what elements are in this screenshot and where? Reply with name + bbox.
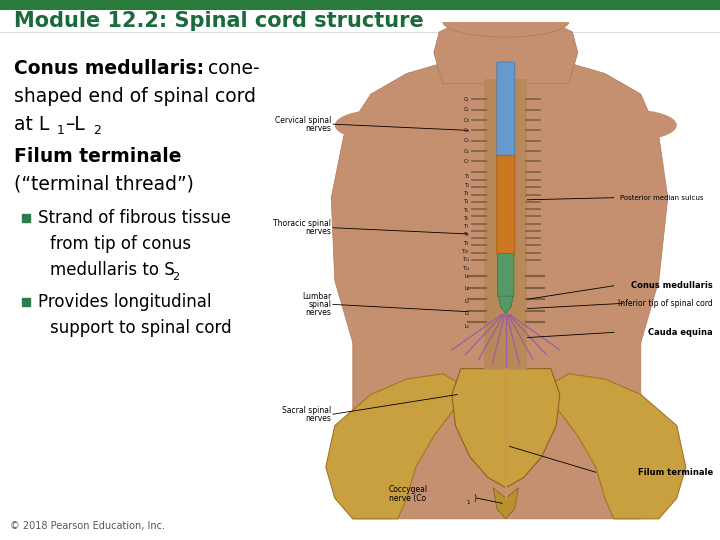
Polygon shape	[331, 58, 668, 519]
Text: Conus medullaris:: Conus medullaris:	[14, 58, 204, 78]
Text: cone-: cone-	[202, 58, 260, 78]
FancyBboxPatch shape	[498, 254, 514, 297]
Text: T₁₂: T₁₂	[462, 266, 469, 271]
Text: Cervical spinal: Cervical spinal	[275, 116, 331, 125]
Text: shaped end of spinal cord: shaped end of spinal cord	[14, 86, 256, 105]
Text: L₁: L₁	[465, 274, 469, 279]
Text: Sacral spinal: Sacral spinal	[282, 406, 331, 415]
Text: support to spinal cord: support to spinal cord	[50, 319, 232, 337]
Text: C₁: C₁	[464, 97, 469, 102]
Bar	[0, 0, 720, 30]
Polygon shape	[433, 19, 577, 84]
Text: C₅: C₅	[464, 138, 469, 143]
Text: T₆: T₆	[464, 216, 469, 221]
Text: L₅: L₅	[465, 323, 469, 329]
Bar	[484, 79, 527, 369]
Text: C₃: C₃	[464, 118, 469, 123]
Text: nerves: nerves	[305, 227, 331, 237]
Text: Module 12.2: Spinal cord structure: Module 12.2: Spinal cord structure	[14, 11, 424, 31]
Text: Cauda equina: Cauda equina	[648, 328, 713, 337]
Text: C₂: C₂	[464, 107, 469, 112]
Text: T₅: T₅	[464, 208, 469, 213]
Text: Thoracic spinal: Thoracic spinal	[273, 219, 331, 228]
Text: Inferior tip of spinal cord: Inferior tip of spinal cord	[618, 299, 713, 308]
Text: nerves: nerves	[305, 308, 331, 317]
Text: L₄: L₄	[465, 311, 469, 316]
Text: T₁₁: T₁₁	[462, 258, 469, 262]
Text: T₇: T₇	[464, 224, 469, 229]
Polygon shape	[551, 374, 685, 519]
Text: 2: 2	[172, 272, 179, 282]
Ellipse shape	[443, 6, 569, 37]
Polygon shape	[452, 369, 560, 488]
Text: 1: 1	[57, 125, 65, 138]
Text: medullaris to S: medullaris to S	[50, 261, 175, 279]
Text: Posterior median sulcus: Posterior median sulcus	[621, 195, 703, 201]
Text: C₇: C₇	[464, 159, 469, 164]
Text: Coccygeal: Coccygeal	[389, 485, 428, 494]
Text: T₁: T₁	[464, 174, 469, 179]
Text: T₁₀: T₁₀	[462, 249, 469, 254]
FancyBboxPatch shape	[497, 155, 515, 256]
Text: Filum terminale: Filum terminale	[637, 468, 713, 477]
Text: Lumbar: Lumbar	[302, 292, 331, 301]
FancyBboxPatch shape	[497, 62, 515, 157]
Text: from tip of conus: from tip of conus	[50, 235, 191, 253]
Text: L₂: L₂	[465, 286, 469, 292]
Text: 1: 1	[467, 500, 469, 505]
Text: at L: at L	[14, 114, 50, 133]
Text: C₆: C₆	[464, 148, 469, 153]
Text: L₃: L₃	[465, 299, 469, 304]
Text: T₂: T₂	[464, 183, 469, 188]
Text: nerves: nerves	[305, 414, 331, 423]
Text: 2: 2	[93, 125, 101, 138]
Text: nerves: nerves	[305, 124, 331, 133]
Text: T₃: T₃	[464, 191, 469, 196]
Polygon shape	[325, 374, 461, 519]
Text: Provides longitudinal: Provides longitudinal	[38, 293, 212, 311]
Ellipse shape	[587, 110, 677, 141]
Bar	[0, 0, 720, 10]
Polygon shape	[498, 296, 513, 314]
Text: T₉: T₉	[464, 241, 469, 246]
Text: –L: –L	[65, 114, 85, 133]
Polygon shape	[493, 488, 518, 519]
Text: C₄: C₄	[464, 128, 469, 133]
Text: © 2018 Pearson Education, Inc.: © 2018 Pearson Education, Inc.	[10, 521, 165, 531]
Ellipse shape	[335, 110, 425, 141]
Text: Conus medullaris: Conus medullaris	[631, 281, 713, 291]
Text: Strand of fibrous tissue: Strand of fibrous tissue	[38, 209, 231, 227]
Text: ): )	[474, 494, 477, 503]
Text: spinal: spinal	[308, 300, 331, 309]
Text: (“terminal thread”): (“terminal thread”)	[14, 174, 194, 193]
Text: T₈: T₈	[464, 233, 469, 238]
Text: T₄: T₄	[464, 199, 469, 204]
Text: nerve (Co: nerve (Co	[389, 494, 426, 503]
Text: Filum terminale: Filum terminale	[14, 146, 181, 165]
